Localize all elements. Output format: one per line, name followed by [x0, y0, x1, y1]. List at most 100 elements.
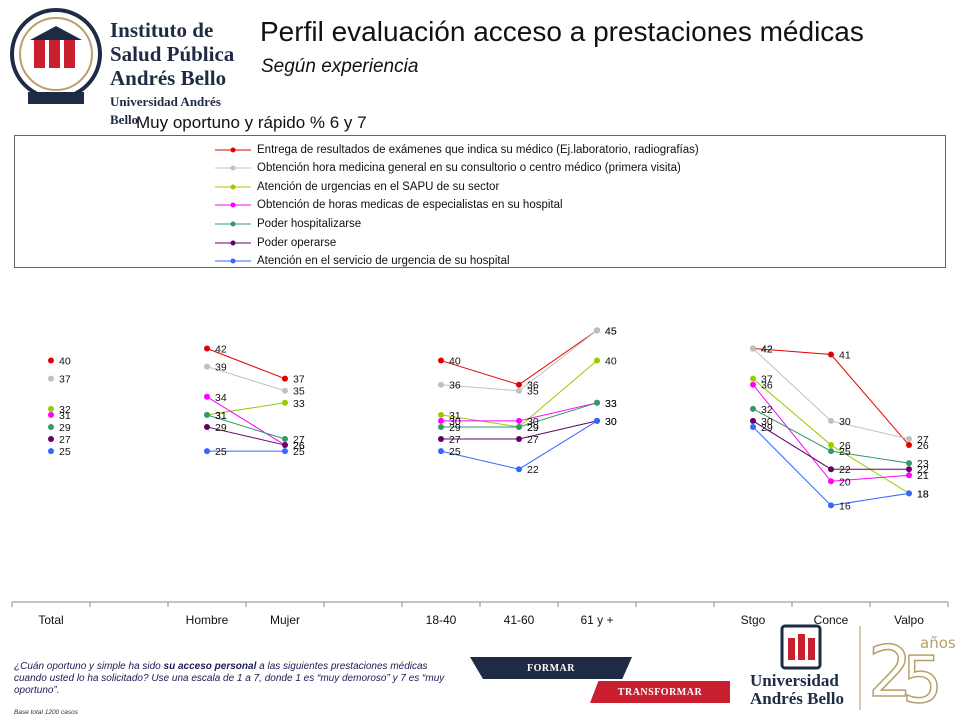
banner-formar: FORMAR [470, 657, 632, 679]
series-line [206, 426, 286, 446]
data-label: 18 [917, 488, 929, 500]
data-label: 36 [449, 380, 461, 392]
logo-line-4: Universidad Andrés Bello [110, 94, 221, 127]
data-label: 36 [527, 380, 539, 392]
data-label: 34 [215, 392, 227, 404]
data-label: 30 [605, 416, 617, 428]
series-line [206, 402, 286, 416]
data-label: 32 [761, 404, 773, 416]
data-point [438, 423, 444, 430]
data-label: 37 [293, 374, 305, 386]
university-name: Universidad Andrés Bello [750, 672, 844, 708]
legend-label: Entrega de resultados de exámenes que in… [257, 143, 699, 156]
anniversary-word: años [920, 634, 956, 652]
legend-item: Atención de urgencias en el SAPU de su s… [215, 177, 499, 196]
chart-legend: Entrega de resultados de exámenes que in… [14, 135, 946, 268]
logo-line-2: Salud Pública [110, 42, 235, 66]
logo-line-1: Instituto de [110, 18, 214, 42]
note-emphasis: su acceso personal [163, 661, 257, 672]
legend-item: Obtención hora medicina general en su co… [215, 159, 681, 178]
data-point [516, 417, 522, 424]
x-tick-label: 61 y + [580, 613, 613, 627]
data-point [594, 357, 600, 364]
legend-label: Atención de urgencias en el SAPU de su s… [257, 180, 500, 193]
series-line [206, 366, 286, 392]
series-line [440, 360, 598, 428]
data-point [828, 478, 834, 485]
data-point [204, 393, 210, 400]
data-label: 37 [761, 374, 773, 386]
x-tick-label: Total [38, 613, 63, 627]
data-label: 32 [59, 404, 71, 416]
data-label: 20 [839, 476, 851, 488]
series-line [752, 426, 910, 506]
x-tick-label: Mujer [270, 613, 300, 627]
data-point [828, 351, 834, 358]
data-label: 42 [761, 343, 773, 355]
legend-swatch [215, 221, 251, 227]
data-point [750, 381, 756, 388]
institute-seal-icon [10, 8, 102, 104]
data-point [594, 327, 600, 334]
data-point [204, 345, 210, 352]
data-label: 27 [527, 434, 539, 446]
series-line [206, 348, 286, 380]
data-point [282, 448, 288, 455]
data-label: 29 [215, 422, 227, 434]
university-name-line-2: Andrés Bello [750, 689, 844, 708]
data-point [750, 375, 756, 382]
data-label: 30 [839, 416, 851, 428]
data-point [828, 502, 834, 509]
data-point [516, 387, 522, 394]
data-label: 29 [527, 422, 539, 434]
series-line [206, 396, 286, 446]
data-label: 30 [605, 416, 617, 428]
data-point [48, 436, 54, 443]
series-line [440, 329, 598, 392]
data-label: 31 [215, 410, 227, 422]
data-point [828, 417, 834, 424]
legend-swatch [215, 184, 251, 190]
x-tick-label: Valpo [894, 613, 924, 627]
data-point [204, 423, 210, 430]
data-point [828, 466, 834, 473]
data-point [438, 411, 444, 418]
data-point [282, 387, 288, 394]
data-point [204, 448, 210, 455]
data-label: 33 [293, 398, 305, 410]
data-label: 40 [449, 356, 461, 368]
data-point [282, 375, 288, 382]
data-point [594, 417, 600, 424]
data-point [828, 442, 834, 449]
page-title: Perfil evaluación acceso a prestaciones … [260, 16, 864, 47]
series-line [752, 347, 910, 446]
legend-item: Atención en el servicio de urgencia de s… [215, 252, 510, 271]
page-subtitle: Según experiencia [261, 56, 419, 77]
legend-item: Poder operarse [215, 233, 336, 252]
data-point [48, 357, 54, 364]
data-point [516, 423, 522, 430]
data-label: 45 [605, 325, 617, 337]
series-line [206, 414, 286, 440]
data-label: 29 [527, 422, 539, 434]
data-point [828, 448, 834, 455]
legend-label: Poder operarse [257, 236, 337, 249]
data-point [594, 399, 600, 406]
x-tick-label: 18-40 [426, 613, 457, 627]
data-point [438, 381, 444, 388]
data-label: 40 [59, 356, 71, 368]
banner-transformar: TRANSFORMAR [590, 681, 730, 703]
university-name-line-1: Universidad [750, 671, 839, 690]
data-point [750, 417, 756, 424]
legend-label: Obtención de horas medicas de especialis… [257, 199, 563, 212]
data-point [906, 466, 912, 473]
data-label: 18 [917, 488, 929, 500]
data-point [438, 436, 444, 443]
data-label: 23 [917, 458, 929, 470]
data-label: 31 [59, 410, 71, 422]
data-label: 26 [293, 440, 305, 452]
sample-base: Base total 1200 casos [14, 709, 78, 716]
data-point [516, 466, 522, 473]
note-suffix: a las siguientes prestaciones médicas cu… [14, 661, 445, 696]
data-point [438, 357, 444, 364]
